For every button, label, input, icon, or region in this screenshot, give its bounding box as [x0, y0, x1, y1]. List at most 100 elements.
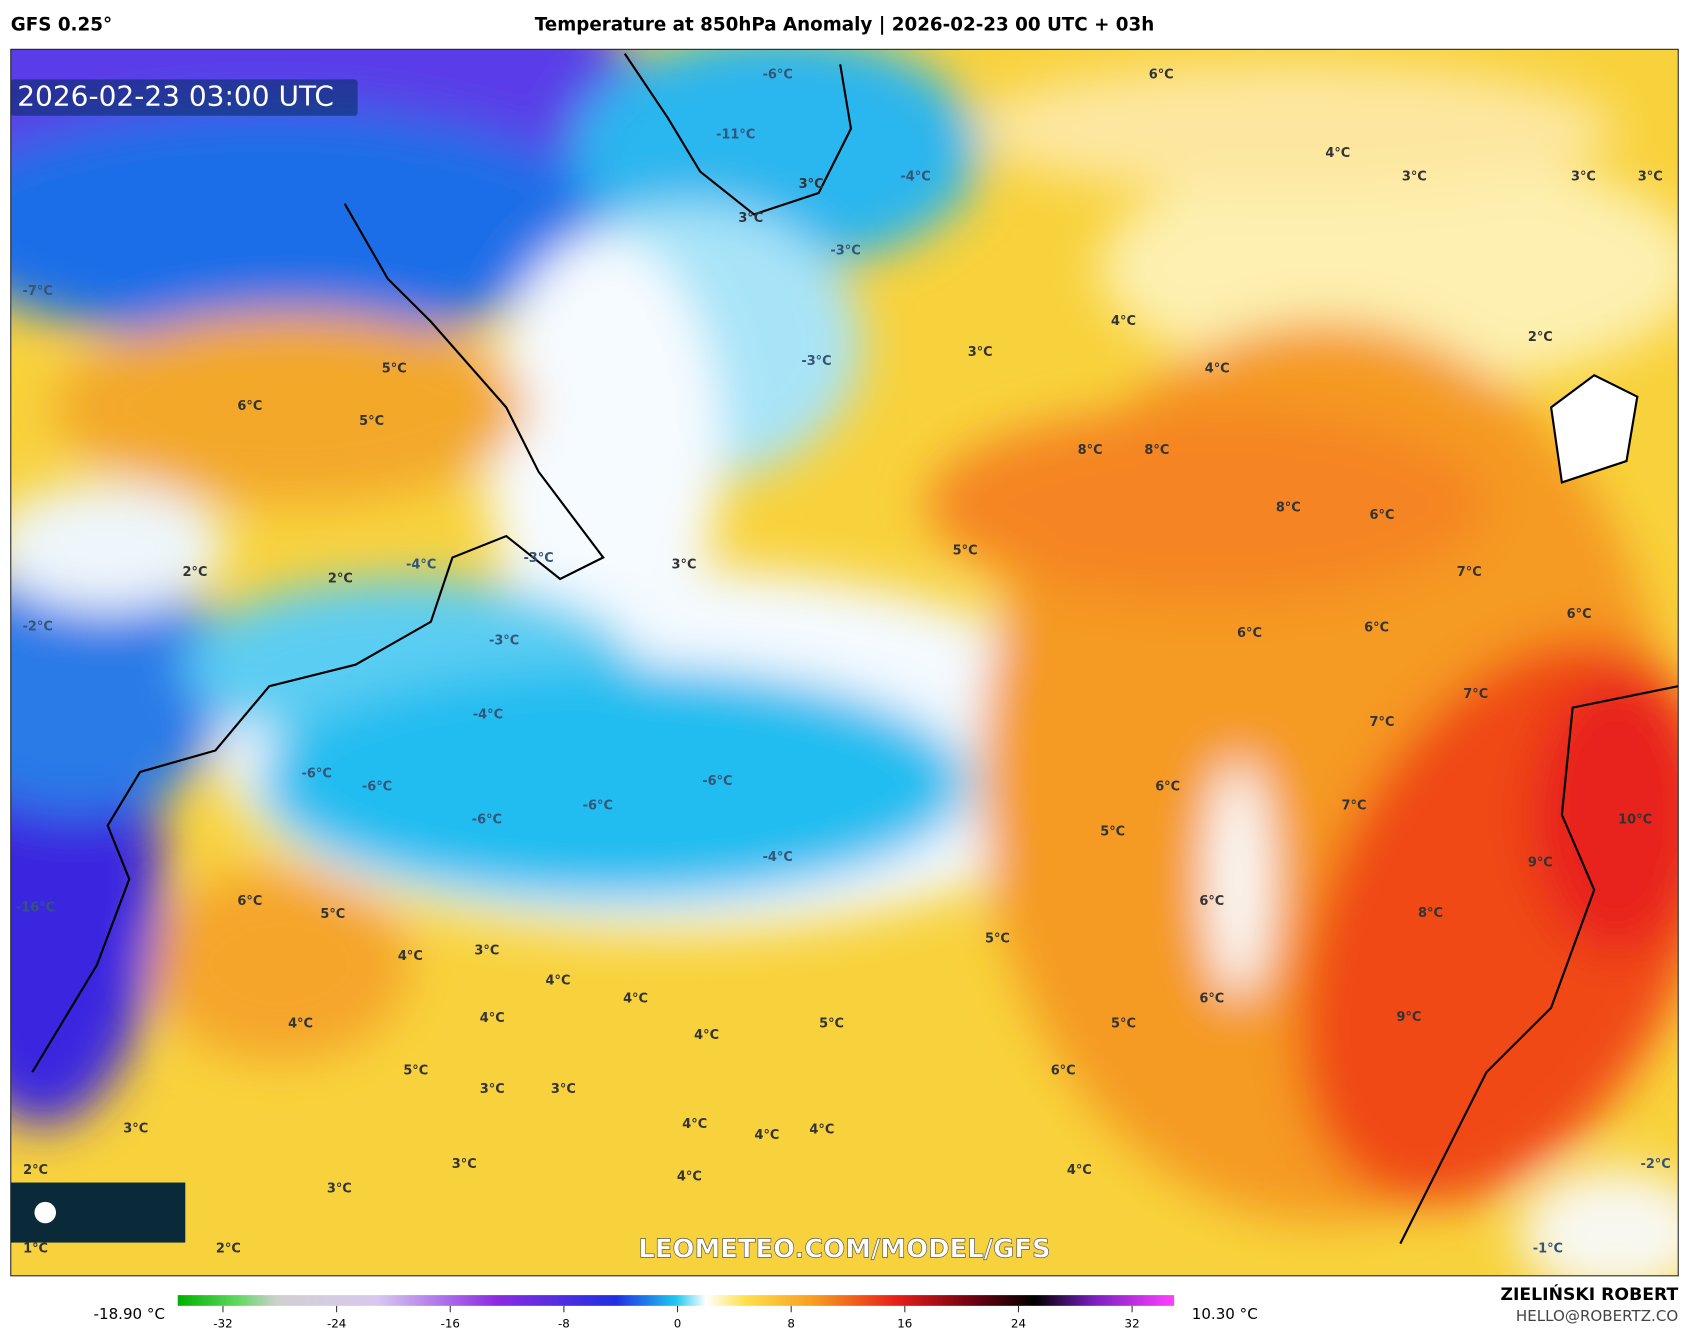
temperature-label: 4°C	[1205, 361, 1230, 376]
temperature-label: 6°C	[1199, 894, 1224, 909]
watermark: LEOMETEO.COM/MODEL/GFS	[638, 1235, 1050, 1265]
map-title: Temperature at 850hPa Anomaly | 2026-02-…	[535, 15, 1155, 36]
temperature-label: 4°C	[480, 1011, 505, 1026]
temperature-label: 8°C	[1144, 443, 1169, 458]
temperature-label: 2°C	[183, 565, 208, 580]
temperature-label: 8°C	[1418, 906, 1443, 921]
timestamp: 2026-02-23 03:00 UTC	[17, 80, 334, 113]
colorbar-tick-label: -24	[327, 1317, 346, 1331]
temperature-label: 4°C	[677, 1170, 702, 1185]
temperature-label: -4°C	[900, 169, 930, 184]
temperature-label: 3°C	[474, 943, 499, 958]
temperature-label: -2°C	[23, 620, 53, 635]
credit-name: ZIELIŃSKI ROBERT	[1501, 1283, 1679, 1305]
credit-email: HELLO@ROBERTZ.CO	[1516, 1307, 1678, 1325]
temperature-label: 9°C	[1396, 1010, 1421, 1025]
temperature-label: 5°C	[403, 1064, 428, 1079]
temperature-label: 4°C	[288, 1016, 313, 1031]
temperature-label: 9°C	[1528, 856, 1553, 871]
temperature-label: 6°C	[1155, 779, 1180, 794]
temperature-label: -2°C	[1640, 1157, 1670, 1172]
temperature-label: 3°C	[968, 345, 993, 360]
temperature-label: 4°C	[398, 949, 423, 964]
temperature-label: -3°C	[801, 354, 831, 369]
colorbar-tick-label: -16	[441, 1317, 460, 1331]
temperature-label: -6°C	[472, 813, 502, 828]
temperature-label: 3°C	[1402, 169, 1427, 184]
temperature-label: 7°C	[1342, 799, 1367, 814]
colorbar-min: -18.90 °C	[94, 1305, 165, 1323]
temperature-label: -11°C	[716, 128, 755, 143]
colorbar-tick-label: 16	[897, 1317, 912, 1331]
temperature-label: 8°C	[1276, 501, 1301, 516]
temperature-label: -1°C	[1533, 1242, 1563, 1257]
temperature-label: 4°C	[1067, 1163, 1092, 1178]
temperature-label: 2°C	[1528, 330, 1553, 345]
temperature-label: 3°C	[551, 1082, 576, 1097]
temperature-label: 6°C	[1567, 607, 1592, 622]
temperature-label: 3°C	[672, 558, 697, 573]
temperature-label: 3°C	[738, 211, 763, 226]
temperature-label: 5°C	[985, 932, 1010, 947]
temperature-label: 5°C	[382, 361, 407, 376]
colorbar-tick-label: -32	[213, 1317, 232, 1331]
temperature-label: -6°C	[362, 779, 392, 794]
temperature-label: 6°C	[1237, 626, 1262, 641]
temperature-label: -16°C	[16, 901, 55, 916]
temperature-label: 6°C	[237, 894, 262, 909]
temperature-label: -4°C	[406, 558, 436, 573]
temperature-label: -4°C	[473, 708, 503, 723]
temperature-label: 3°C	[799, 177, 824, 192]
temperature-label: 4°C	[682, 1117, 707, 1132]
temperature-label: 4°C	[694, 1028, 719, 1043]
temperature-label: 1°C	[23, 1242, 48, 1257]
colorbar-tick-label: 0	[674, 1317, 682, 1331]
temperature-label: 6°C	[237, 399, 262, 414]
temperature-label: 5°C	[320, 907, 345, 922]
temperature-label: -4°C	[763, 850, 793, 865]
temperature-label: 2°C	[23, 1163, 48, 1178]
colorbar-tick-label: -8	[558, 1317, 570, 1331]
colorbar-tick-label: 8	[787, 1317, 795, 1331]
colorbar-max: 10.30 °C	[1192, 1305, 1258, 1323]
temperature-label: 2°C	[328, 571, 353, 586]
temperature-label: 3°C	[1638, 169, 1663, 184]
temperature-label: -7°C	[23, 284, 53, 299]
temperature-label: -3°C	[523, 551, 553, 566]
temperature-label: 4°C	[1325, 146, 1350, 161]
temperature-label: -6°C	[702, 774, 732, 789]
temperature-label: 4°C	[1111, 314, 1136, 329]
temperature-label: -3°C	[830, 243, 860, 258]
temperature-label: 8°C	[1078, 443, 1103, 458]
temperature-label: 5°C	[819, 1016, 844, 1031]
temperature-label: 3°C	[452, 1157, 477, 1172]
temperature-label: 10°C	[1618, 813, 1652, 828]
temperature-label: 4°C	[754, 1128, 779, 1143]
temperature-label: 5°C	[1100, 824, 1125, 839]
temperature-label: 5°C	[359, 414, 384, 429]
temperature-label: 4°C	[623, 992, 648, 1007]
temperature-label: -6°C	[302, 767, 332, 782]
temperature-label: 6°C	[1199, 992, 1224, 1007]
temperature-label: -6°C	[583, 799, 613, 814]
temperature-label: 5°C	[953, 544, 978, 559]
temperature-label: -3°C	[489, 634, 519, 649]
temperature-label: 3°C	[480, 1082, 505, 1097]
temperature-label: 6°C	[1370, 508, 1395, 523]
colorbar	[177, 1295, 1175, 1306]
model-name: GFS 0.25°	[11, 15, 112, 36]
temperature-label: 3°C	[327, 1181, 352, 1196]
temperature-label: 7°C	[1457, 565, 1482, 580]
temperature-label: 3°C	[1571, 169, 1596, 184]
colorbar-tick-label: 24	[1011, 1317, 1026, 1331]
temperature-label: 5°C	[1111, 1016, 1136, 1031]
temperature-label: 3°C	[123, 1121, 148, 1136]
temperature-label: 2°C	[216, 1242, 241, 1257]
temperature-label: 6°C	[1364, 621, 1389, 636]
temperature-label: 6°C	[1051, 1064, 1076, 1079]
temperature-label: 4°C	[546, 974, 571, 989]
temperature-label: 7°C	[1463, 687, 1488, 702]
temperature-label: -6°C	[763, 68, 793, 83]
temperature-label: 4°C	[809, 1123, 834, 1138]
